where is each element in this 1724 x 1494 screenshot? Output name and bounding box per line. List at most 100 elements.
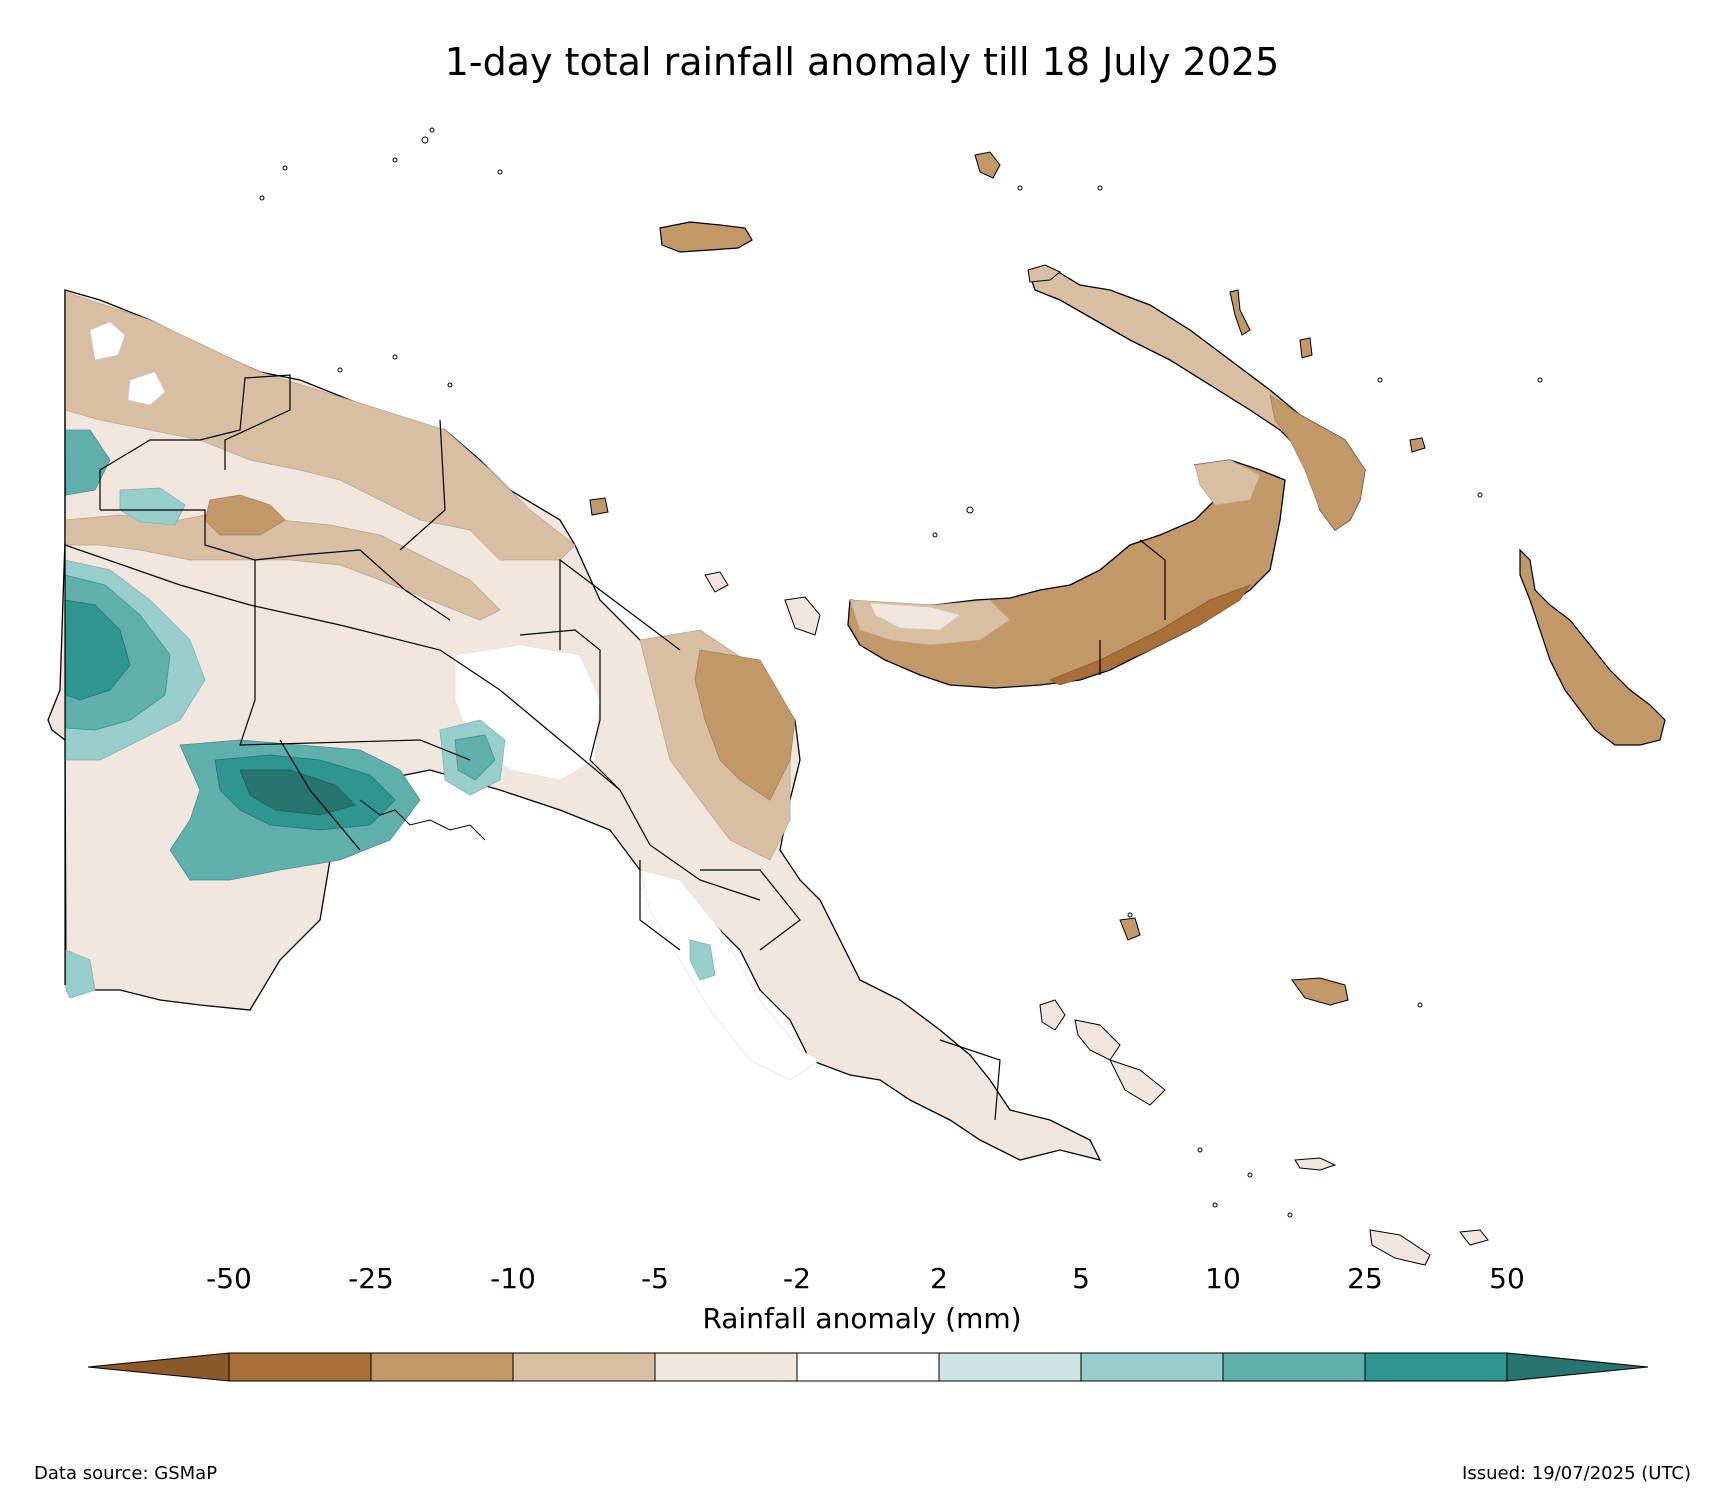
anomaly-white-patch (127, 371, 166, 406)
anomaly-north-mid (204, 494, 286, 536)
new-britain (847, 459, 1286, 689)
province-border (100, 509, 451, 621)
anomaly-central-wet-max (239, 769, 356, 816)
province-border (700, 869, 801, 951)
bougainville-island (1519, 548, 1666, 746)
new-ireland (1027, 264, 1366, 531)
colorbar-segment (654, 1352, 798, 1382)
colorbar-segment (796, 1352, 940, 1382)
island (704, 571, 729, 593)
province-border (399, 419, 446, 551)
data-source-note: Data source: GSMaP (34, 1463, 218, 1484)
anomaly-west-wet-max (64, 599, 131, 701)
islet (932, 532, 938, 538)
islet (1477, 492, 1483, 498)
island (1109, 1059, 1166, 1106)
island (1291, 977, 1349, 1006)
island (1459, 1229, 1489, 1246)
manus-island (659, 221, 753, 253)
gulf-delta (359, 799, 486, 841)
colorbar-segment (512, 1352, 656, 1382)
island (1229, 289, 1251, 336)
colorbar-segment (228, 1352, 372, 1382)
province-border (64, 544, 761, 901)
colorbar-tick-label: -2 (783, 1262, 811, 1295)
island (1294, 1157, 1337, 1171)
new-ireland-south (1269, 394, 1366, 531)
anomaly-sw-wet (65, 949, 96, 999)
issued-date-note: Issued: 19/07/2025 (UTC) (1462, 1463, 1691, 1484)
islet (1097, 185, 1103, 191)
colorbar-tick-label: -5 (641, 1262, 669, 1295)
anomaly-north-wet (64, 429, 111, 496)
province-border (279, 739, 361, 851)
province-border (519, 629, 621, 791)
colorbar-segment (370, 1352, 514, 1382)
islet (447, 382, 453, 388)
province-border (939, 1039, 1001, 1121)
islet (392, 157, 398, 163)
island (1074, 1019, 1121, 1061)
colorbar-extend-high (1506, 1352, 1649, 1382)
province-border (239, 560, 471, 761)
islet (1127, 912, 1133, 918)
islet (337, 367, 343, 373)
mainland (47, 289, 1102, 1161)
colorbar-label: Rainfall anomaly (mm) (702, 1302, 1022, 1335)
colorbar-tick-label: -25 (348, 1262, 394, 1295)
colorbar-segment (1222, 1352, 1366, 1382)
small-islands-pale (704, 571, 1489, 1266)
islet (282, 165, 288, 171)
anomaly-mid-wet-core (454, 734, 496, 781)
colorbar-segment (1080, 1352, 1224, 1382)
island (784, 596, 821, 636)
islet (1537, 377, 1543, 383)
colorbar-tick-label: -10 (490, 1262, 536, 1295)
colorbar-segment (1364, 1352, 1508, 1382)
islet (1417, 1002, 1423, 1008)
islet (429, 127, 435, 133)
anomaly-north-coast (64, 291, 576, 561)
island (1409, 437, 1426, 453)
anomaly-white-south (639, 869, 821, 1081)
islet (392, 354, 398, 360)
small-islands (589, 151, 1426, 1006)
province-border (1099, 539, 1166, 675)
colorbar-tick-label: 2 (930, 1262, 948, 1295)
island (1039, 999, 1066, 1031)
islet (1377, 377, 1383, 383)
colorbar-tick-label: 50 (1489, 1262, 1525, 1295)
islet (1212, 1202, 1218, 1208)
colorbar-segment (938, 1352, 1082, 1382)
tiny-islets (259, 127, 1543, 1218)
province-border (99, 374, 291, 510)
islet (497, 169, 503, 175)
island (1369, 1229, 1431, 1266)
map-title: 1-day total rainfall anomaly till 18 Jul… (444, 40, 1280, 84)
islet (966, 506, 974, 514)
islet (1247, 1172, 1253, 1178)
island (974, 151, 1001, 179)
colorbar-tick-label: 5 (1072, 1262, 1090, 1295)
island (1299, 337, 1313, 359)
islet (1197, 1147, 1203, 1153)
islet (1017, 185, 1023, 191)
anomaly-white-patch (89, 321, 126, 361)
island (1119, 917, 1141, 941)
colorbar (87, 1352, 1649, 1382)
lavongai-island (1027, 264, 1061, 283)
province-borders (64, 290, 1001, 1121)
colorbar-tick-label: 25 (1347, 1262, 1383, 1295)
province-border (639, 860, 681, 951)
new-britain-north-pale (1194, 459, 1261, 506)
island (589, 497, 609, 516)
islet (1287, 1212, 1293, 1218)
colorbar-tick-label: -50 (206, 1262, 252, 1295)
new-britain-west-pale (869, 602, 961, 631)
colorbar-extend-low (87, 1352, 230, 1382)
anomaly-east-brown-core (694, 649, 796, 801)
anomaly-south-wet (689, 939, 716, 981)
islet (259, 195, 265, 201)
islet (421, 136, 429, 144)
